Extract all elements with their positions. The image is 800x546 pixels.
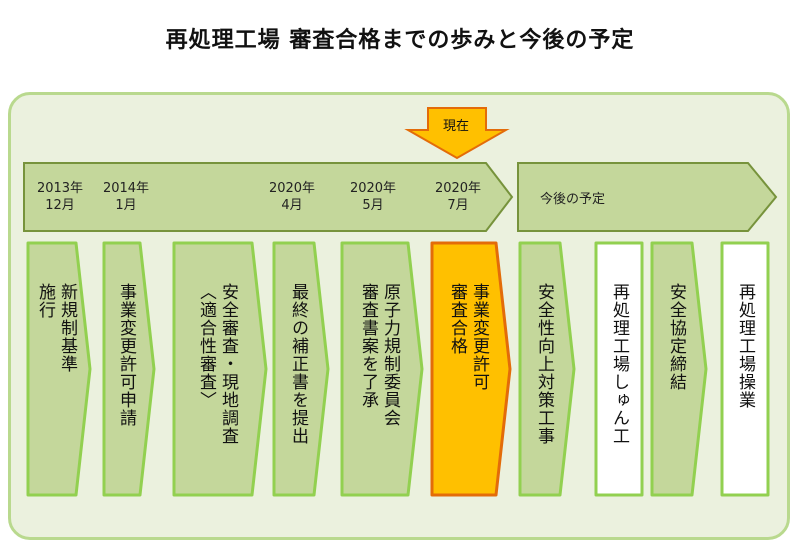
date-year: 2020年 (268, 181, 316, 196)
date-month: 5月 (362, 198, 384, 213)
step-text: 安全性向上対策工事 (533, 283, 555, 485)
date-month: 7月 (447, 198, 469, 213)
step-box (720, 241, 770, 497)
date-label-2014-1: 2014年 1月 (96, 180, 156, 214)
step-text-line: 審査書案を了承 (358, 283, 378, 409)
past-timeline-band (23, 162, 514, 232)
step-box (594, 241, 644, 497)
step-text: 事業変更許可申請 (115, 283, 137, 485)
step-text-line: 新規制基準 (57, 283, 77, 373)
step-text-line: 最終の補正書を提出 (288, 283, 308, 445)
step-text: 原子力規制委員会 審査書案を了承 (357, 283, 401, 485)
step-text-line: 再処理工場操業 (735, 283, 755, 409)
future-plan-label: 今後の予定 (540, 192, 606, 207)
step-text-line: 安全性向上対策工事 (534, 283, 554, 445)
current-marker-arrow (404, 107, 510, 160)
date-month: 1月 (115, 198, 137, 213)
date-month: 4月 (281, 198, 303, 213)
future-plan-band (517, 162, 778, 232)
step-box (102, 241, 156, 497)
step-text: 事業変更許可 審査合格 (446, 283, 490, 485)
step-box (518, 241, 576, 497)
step-box (340, 241, 424, 497)
step-box (430, 241, 512, 497)
current-marker-label: 現在 (443, 119, 470, 134)
step-text: 再処理工場操業 (734, 283, 756, 485)
step-text-line: 再処理工場しゅん工 (609, 283, 629, 445)
diagram-title: 再処理工場 審査合格までの歩みと今後の予定 (165, 28, 635, 53)
date-month: 12月 (45, 198, 75, 213)
step-text-line: 事業変更許可 (469, 283, 489, 391)
date-label-2020-4: 2020年 4月 (262, 180, 322, 214)
step-text-line: 安全協定締結 (666, 283, 686, 391)
step-text-line: 安全審査・現地調査 (218, 283, 238, 445)
step-box (26, 241, 92, 497)
step-text: 安全審査・現地調査 〈適合性審査〉 (195, 283, 239, 485)
date-year: 2013年 (36, 181, 84, 196)
step-text-line: 施行 (35, 283, 55, 319)
step-text-line: 〈適合性審査〉 (196, 283, 216, 409)
step-text-line: 審査合格 (447, 283, 467, 355)
step-text: 安全協定締結 (665, 283, 687, 485)
step-text: 再処理工場しゅん工 (608, 283, 630, 485)
date-label-2020-5: 2020年 5月 (343, 180, 403, 214)
date-label-2013-12: 2013年 12月 (30, 180, 90, 214)
step-text: 新規制基準 施行 (34, 283, 78, 485)
date-label-2020-7: 2020年 7月 (428, 180, 488, 214)
step-text-line: 事業変更許可申請 (116, 283, 136, 427)
step-text: 最終の補正書を提出 (287, 283, 309, 485)
date-year: 2020年 (434, 181, 482, 196)
step-box (272, 241, 330, 497)
step-box (650, 241, 708, 497)
date-year: 2020年 (349, 181, 397, 196)
step-box (172, 241, 268, 497)
step-text-line: 原子力規制委員会 (380, 283, 400, 427)
date-year: 2014年 (102, 181, 150, 196)
